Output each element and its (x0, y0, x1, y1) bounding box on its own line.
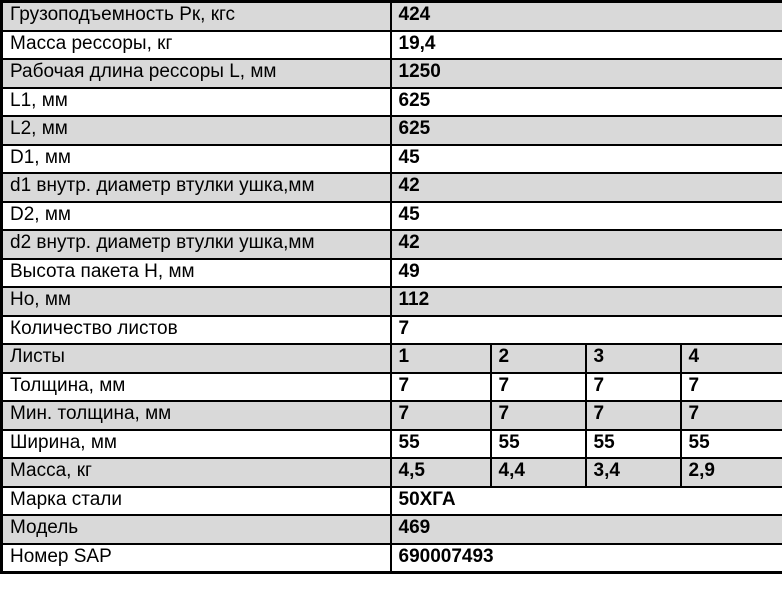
row-label: Но, мм (0, 286, 392, 317)
row-value: 55 (489, 428, 587, 459)
row-label: d2 внутр. диаметр втулки ушка,мм (0, 229, 392, 260)
row-label: D1, мм (0, 143, 392, 174)
row-value: 50ХГА (389, 485, 782, 516)
table-row: Мин. толщина, мм 7 7 7 7 (0, 400, 782, 431)
row-value: 55 (389, 428, 492, 459)
table-row: Модель 469 (0, 514, 782, 545)
table-row: Ширина, мм 55 55 55 55 (0, 428, 782, 459)
row-label: Рабочая длина рессоры L, мм (0, 58, 392, 89)
row-label: Мин. толщина, мм (0, 400, 392, 431)
spec-table-body: Грузоподъемность Рк, кгс 424 Масса рессоры… (0, 0, 782, 574)
row-label: Грузоподъемность Рк, кгс (0, 0, 392, 32)
table-row: Номер SAP 690007493 (0, 542, 782, 574)
row-value: 2 (489, 343, 587, 374)
row-value: 7 (489, 371, 587, 402)
row-value: 112 (389, 286, 782, 317)
row-label: Высота пакета Н, мм (0, 257, 392, 288)
row-value: 625 (389, 115, 782, 146)
table-row: Рабочая длина рессоры L, мм 1250 (0, 58, 782, 89)
row-label: Номер SAP (0, 542, 392, 574)
table-row: L1, мм 625 (0, 86, 782, 117)
row-value: 1250 (389, 58, 782, 89)
row-value: 45 (389, 200, 782, 231)
row-label: L2, мм (0, 115, 392, 146)
row-value: 625 (389, 86, 782, 117)
row-value: 55 (584, 428, 682, 459)
table-row: Высота пакета Н, мм 49 (0, 257, 782, 288)
table-row: d1 внутр. диаметр втулки ушка,мм 42 (0, 172, 782, 203)
row-value: 690007493 (389, 542, 782, 574)
row-label: Толщина, мм (0, 371, 392, 402)
row-label: Количество листов (0, 314, 392, 345)
row-value: 2,9 (679, 457, 782, 488)
row-value: 49 (389, 257, 782, 288)
row-value: 42 (389, 229, 782, 260)
table-row: D1, мм 45 (0, 143, 782, 174)
row-value: 7 (389, 371, 492, 402)
table-row: Количество листов 7 (0, 314, 782, 345)
row-label: Модель (0, 514, 392, 545)
row-value: 7 (389, 314, 782, 345)
table-row: Масса, кг 4,5 4,4 3,4 2,9 (0, 457, 782, 488)
row-label: L1, мм (0, 86, 392, 117)
row-value: 4,4 (489, 457, 587, 488)
table-row: Толщина, мм 7 7 7 7 (0, 371, 782, 402)
table-row: d2 внутр. диаметр втулки ушка,мм 42 (0, 229, 782, 260)
row-value: 42 (389, 172, 782, 203)
row-value: 424 (389, 0, 782, 32)
row-value: 469 (389, 514, 782, 545)
row-label: Масса рессоры, кг (0, 29, 392, 60)
row-label: Марка стали (0, 485, 392, 516)
row-value: 7 (584, 371, 682, 402)
row-label: d1 внутр. диаметр втулки ушка,мм (0, 172, 392, 203)
table-row: Грузоподъемность Рк, кгс 424 (0, 0, 782, 32)
row-value: 19,4 (389, 29, 782, 60)
table-row: D2, мм 45 (0, 200, 782, 231)
row-value: 7 (584, 400, 682, 431)
row-value: 3 (584, 343, 682, 374)
row-label: Ширина, мм (0, 428, 392, 459)
table-row: Но, мм 112 (0, 286, 782, 317)
row-label: Масса, кг (0, 457, 392, 488)
row-label: Листы (0, 343, 392, 374)
row-value: 7 (679, 371, 782, 402)
row-value: 7 (389, 400, 492, 431)
row-value: 3,4 (584, 457, 682, 488)
table-row: Листы 1 2 3 4 (0, 343, 782, 374)
row-label: D2, мм (0, 200, 392, 231)
row-value: 7 (489, 400, 587, 431)
row-value: 45 (389, 143, 782, 174)
spec-table: Грузоподъемность Рк, кгс 424 Масса рессоры… (0, 0, 782, 574)
row-value: 55 (679, 428, 782, 459)
row-value: 7 (679, 400, 782, 431)
table-row: L2, мм 625 (0, 115, 782, 146)
row-value: 4 (679, 343, 782, 374)
row-value: 1 (389, 343, 492, 374)
table-row: Марка стали 50ХГА (0, 485, 782, 516)
row-value: 4,5 (389, 457, 492, 488)
table-row: Масса рессоры, кг 19,4 (0, 29, 782, 60)
